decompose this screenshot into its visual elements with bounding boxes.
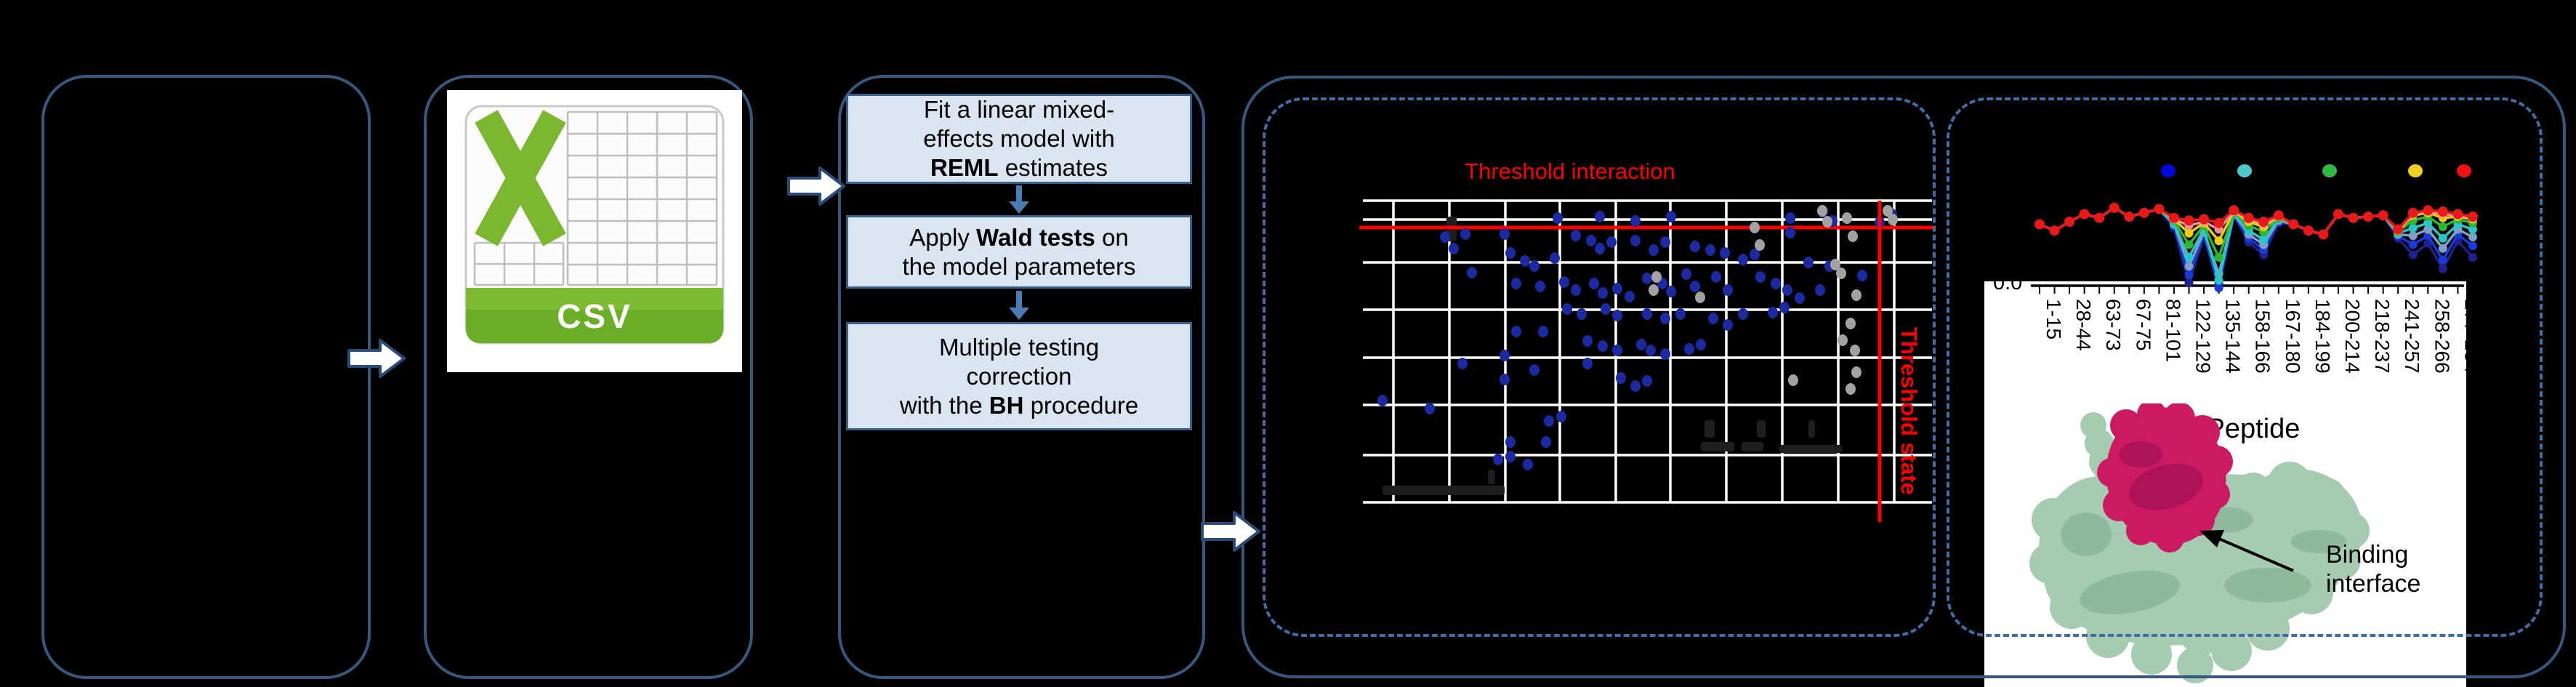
step-box-bh-correction-label: Multiple testing correction with the BH pr… (899, 333, 1139, 419)
threshold-state-label: Threshold state (1896, 327, 1922, 495)
peptide-tick-label: 277-284 (2460, 299, 2466, 374)
peptide-tick-label: 218-237 (2371, 299, 2394, 374)
peptide-tick-label: 67-75 (2132, 299, 2154, 351)
down-arrow-2-icon (1009, 291, 1029, 320)
step-box-wald-tests-label: Apply Wald tests on the model parameters (902, 223, 1136, 280)
peptide-tick-label: 258-266 (2431, 299, 2453, 374)
threshold-interaction-label: Threshold interaction (1465, 158, 1675, 184)
input-panel (41, 75, 371, 679)
peptide-tick-label: 158-166 (2252, 299, 2274, 374)
flow-arrow-1-icon (347, 339, 406, 378)
peptide-tick-label: 28-44 (2072, 299, 2095, 351)
step-box-wald-tests: Apply Wald tests on the model parameters (846, 215, 1192, 289)
peptide-axis: 1-15 28-44 63-73 67-75 81-101 122-129 135-144 1… (2031, 284, 2466, 374)
structure-image-box: 0.0 1-15 28-44 63-73 67-75 81-101 122-129 135-… (1984, 281, 2466, 687)
csv-label: CSV (557, 297, 632, 335)
protein-magenta-shading (2119, 441, 2203, 510)
peptide-tick-label: 167-180 (2282, 299, 2304, 374)
step-box-bh-correction: Multiple testing correction with the BH pr… (846, 322, 1192, 430)
peptide-tick-label: 200-214 (2341, 299, 2364, 374)
step-box-fit-model: Fit a linear mixed-effects model with REM… (846, 94, 1192, 184)
peptide-tick-label: 241-257 (2401, 299, 2423, 374)
peptide-tick-label: 63-73 (2102, 299, 2125, 351)
flow-arrow-2-icon (787, 166, 845, 206)
flow-arrow-3-icon (1201, 511, 1260, 552)
threshold-scatter-plot (1359, 199, 1933, 522)
step-box-fit-model-label: Fit a linear mixed-effects model with REM… (923, 96, 1115, 181)
peptide-tick-label: 1-15 (2042, 299, 2065, 340)
structure-panel (1947, 97, 2543, 637)
peptide-tick-label: 184-199 (2311, 299, 2334, 374)
peptide-tick-label: 122-129 (2192, 299, 2215, 374)
binding-interface-label: Binding interface (2326, 541, 2421, 598)
volcano-panel (1263, 97, 1936, 637)
protein-structure-image (2029, 403, 2370, 683)
excel-x-icon (475, 110, 566, 246)
peptide-tick-label: 135-144 (2222, 299, 2245, 374)
binding-interface-arrow-icon (2199, 530, 2294, 572)
uptake-line-chart (2034, 164, 2478, 292)
csv-panel (424, 75, 753, 679)
model-panel (838, 75, 1205, 679)
spreadsheet-grid-icon (473, 111, 718, 286)
results-container-panel (1241, 76, 2566, 678)
csv-file-icon: CSV (447, 90, 742, 372)
uptake-y-axis-tick: 0.0 (1993, 281, 2023, 294)
peptide-tick-label: 81-101 (2162, 299, 2184, 362)
peptide-axis-title: Peptide (2206, 414, 2301, 444)
down-arrow-1-icon (1009, 185, 1029, 214)
